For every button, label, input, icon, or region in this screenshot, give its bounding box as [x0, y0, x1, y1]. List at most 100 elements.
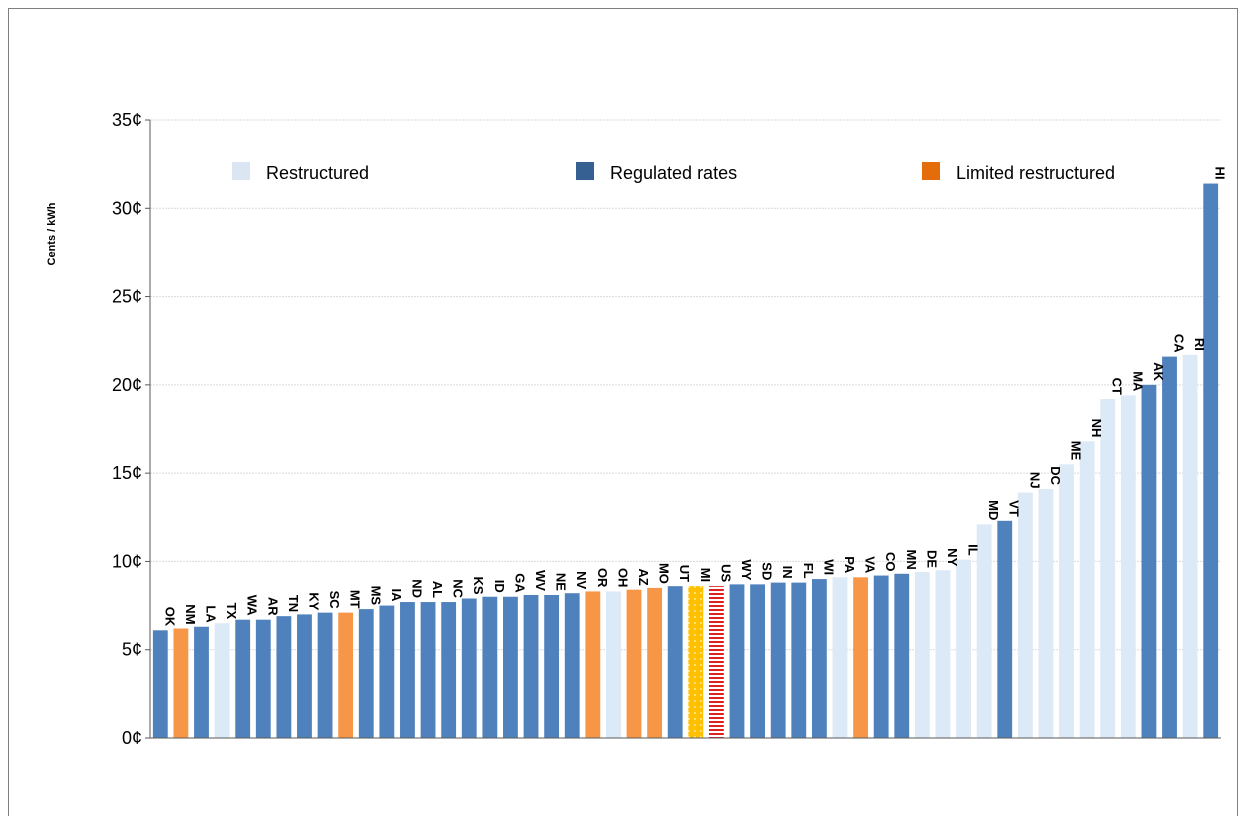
category-label: MA [1130, 371, 1145, 392]
bar-nm [173, 628, 189, 738]
y-tick-label: 30¢ [112, 198, 142, 218]
category-label: AZ [636, 568, 651, 585]
category-label: UT [677, 565, 692, 582]
legend-swatch-regulated [576, 162, 594, 180]
category-label: AL [430, 581, 445, 598]
y-axis-label: Cents / kWh [46, 202, 58, 265]
category-label: WV [533, 570, 548, 591]
category-label: CT [1110, 378, 1125, 395]
bar-de [914, 572, 930, 738]
category-label: OR [595, 568, 610, 588]
category-label: TX [224, 603, 239, 620]
bar-ky [297, 614, 312, 738]
bar-md [976, 524, 992, 738]
category-label: WI [821, 559, 836, 575]
category-label: OH [615, 568, 630, 588]
category-label: WA [245, 595, 260, 617]
bar-ri [1182, 354, 1198, 738]
bar-ny [935, 570, 951, 738]
category-label: MO [657, 563, 672, 584]
bar-nh [1079, 441, 1095, 738]
y-tick-label: 15¢ [112, 463, 142, 483]
bar-nj [1017, 492, 1033, 738]
category-label: IN [780, 566, 795, 579]
category-label: MD [986, 500, 1001, 520]
category-label: CO [883, 552, 898, 572]
axes [145, 119, 1221, 739]
bar-ga [503, 596, 518, 738]
y-tick-label: 35¢ [112, 110, 142, 130]
bar-us [708, 586, 724, 738]
bar-ca [1162, 356, 1177, 738]
category-label: MS [368, 586, 383, 606]
bar-co [873, 575, 889, 738]
bar-mo [647, 587, 663, 738]
category-label: ID [492, 580, 507, 593]
bar-wv [523, 594, 539, 738]
bar-oh [605, 591, 621, 738]
bar-ut [667, 586, 683, 738]
bar-me [1059, 464, 1074, 738]
legend-label-limited: Limited restructured [956, 163, 1115, 183]
bar-tn [276, 616, 292, 738]
y-tick-label: 20¢ [112, 375, 142, 395]
bar-wy [729, 584, 745, 738]
bar-nc [441, 602, 457, 738]
bar-nd [400, 602, 415, 738]
bar-ia [379, 605, 395, 738]
y-tick-labels: 0¢ 5¢ 10¢ 15¢ 20¢ 25¢ 30¢ 35¢ [112, 110, 142, 748]
bar-ma [1120, 395, 1136, 738]
category-label: KY [306, 592, 321, 610]
category-label: PA [842, 556, 857, 574]
legend: Restructured Regulated rates Limited restr… [232, 162, 1115, 183]
bar-il [956, 559, 971, 738]
chart-frame: 0¢ 5¢ 10¢ 15¢ 20¢ 25¢ 30¢ 35¢ OK NM LA TX WA AR TN KY S… [8, 8, 1238, 816]
bar-ak [1141, 384, 1157, 738]
bar-ok [152, 630, 168, 738]
category-label: IL [966, 544, 981, 556]
bar-va [853, 577, 868, 738]
category-label: DE [924, 550, 939, 568]
category-label: HI [1213, 167, 1228, 180]
category-label: MT [348, 590, 363, 609]
category-label: LA [203, 605, 218, 623]
bar-ms [358, 609, 374, 738]
category-label: VT [1007, 500, 1022, 517]
bar-in [770, 582, 786, 738]
bar-nv [564, 593, 580, 738]
category-label: ME [1069, 441, 1084, 461]
bar-tx [214, 623, 230, 738]
bar-mi [688, 586, 704, 738]
category-label: SC [327, 591, 342, 610]
bar-id [482, 596, 498, 738]
bar-wa [235, 619, 251, 738]
bar-fl [791, 582, 807, 738]
category-label: VA [863, 556, 878, 574]
legend-swatch-limited [922, 162, 940, 180]
bar-hi [1203, 183, 1219, 738]
legend-label-regulated: Regulated rates [610, 163, 737, 183]
y-tick-label: 0¢ [122, 728, 142, 748]
category-label: NY [945, 548, 960, 566]
category-labels: OK NM LA TX WA AR TN KY SC MT MS IA ND AL NC KS ID GA WV NE… [162, 167, 1227, 627]
category-label: NH [1089, 419, 1104, 438]
category-label: DC [1048, 466, 1063, 485]
bar-vt [997, 520, 1013, 738]
legend-label-restructured: Restructured [266, 163, 369, 183]
category-label: US [718, 564, 733, 582]
gridlines [150, 119, 1221, 651]
bar-sd [750, 584, 766, 738]
legend-swatch-restructured [232, 162, 250, 180]
y-tick-label: 5¢ [122, 640, 142, 660]
category-label: IA [389, 589, 404, 603]
category-label: NV [574, 571, 589, 589]
category-label: NE [554, 573, 569, 591]
bar-ne [544, 594, 560, 738]
bar-az [626, 589, 642, 738]
category-label: KS [471, 576, 486, 594]
bar-mt [338, 612, 354, 738]
category-label: NC [451, 579, 466, 598]
bar-ks [461, 598, 477, 738]
category-label: TN [286, 595, 301, 612]
category-label: ND [409, 579, 424, 598]
